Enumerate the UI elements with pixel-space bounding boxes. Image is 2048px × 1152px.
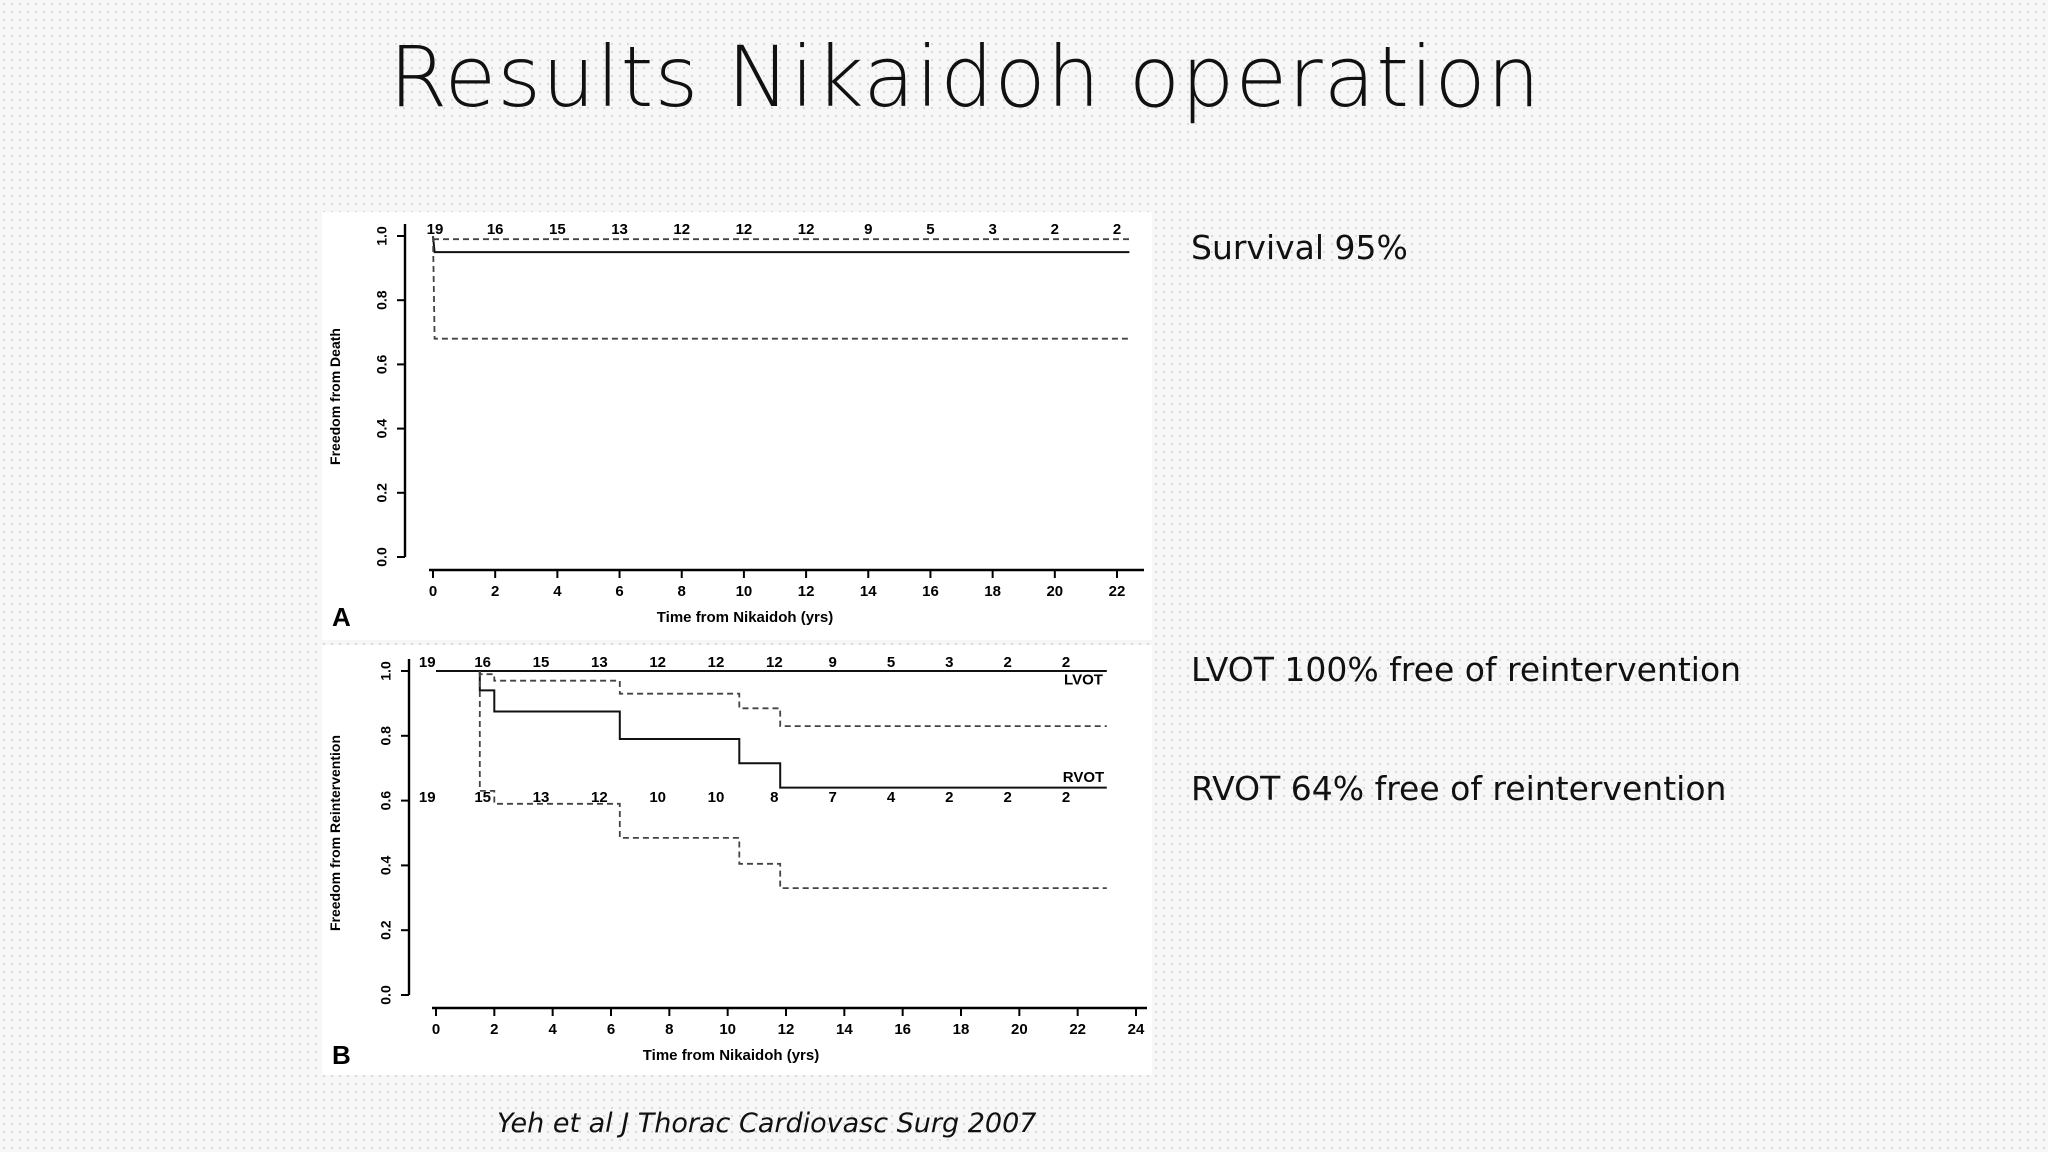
chart-a-at-risk-count: 2 <box>1051 221 1059 238</box>
chart-b-y-tick-label: 0.0 <box>378 985 394 1005</box>
chart-b-rvot-at-risk-count: 10 <box>708 789 725 806</box>
chart-a-y-tick-label: 0.6 <box>374 354 390 374</box>
chart-a-x-tick-label: 2 <box>491 583 499 600</box>
lvot-annotation: LVOT 100% free of reintervention <box>1191 650 1742 689</box>
chart-b-y-tick-label: 0.6 <box>378 791 394 811</box>
chart-a-at-risk-count: 15 <box>549 221 566 238</box>
reintervention-chart-panel: 0.0 0.2 0.4 0.6 0.8 1.0 0 2 4 6 8 10 12 14 16 18 20 22 24 T… <box>322 645 1152 1075</box>
chart-b-x-tick-label: 10 <box>719 1021 736 1038</box>
survival-annotation: Survival 95% <box>1191 228 1408 267</box>
chart-b-lvot-at-risk-count: 12 <box>708 654 725 671</box>
chart-a-y-tick-label: 1.0 <box>374 226 390 246</box>
chart-a-y-tick-label: 0.2 <box>374 483 390 503</box>
chart-b-x-tick-label: 24 <box>1128 1021 1145 1038</box>
chart-a-x-tick-label: 18 <box>984 583 1001 600</box>
chart-a-x-tick-label: 14 <box>860 583 877 600</box>
chart-b-lvot-at-risk-count: 12 <box>649 654 666 671</box>
chart-a-x-tick-label: 20 <box>1046 583 1063 600</box>
chart-b-y-tick-label: 0.8 <box>378 726 394 746</box>
chart-a-y-axis-label: Freedom from Death <box>327 328 343 465</box>
chart-b-y-tick-label: 1.0 <box>378 661 394 681</box>
chart-b-lvot-at-risk-count: 16 <box>474 654 491 671</box>
chart-a-panel-label: A <box>332 602 351 632</box>
chart-a-x-tick-label: 12 <box>798 583 815 600</box>
chart-b-x-tick-label: 2 <box>490 1021 498 1038</box>
chart-b-curve-label-lvot: LVOT <box>1064 672 1103 689</box>
chart-b-rvot-at-risk-count: 13 <box>533 789 550 806</box>
chart-a-x-tick-label: 4 <box>553 583 562 600</box>
chart-b-x-tick-label: 20 <box>1011 1021 1028 1038</box>
chart-a-x-axis-label: Time from Nikaidoh (yrs) <box>657 609 833 626</box>
chart-b-curve-label-rvot: RVOT <box>1063 769 1104 786</box>
chart-b-lvot-at-risk-count: 9 <box>828 654 836 671</box>
chart-b-x-tick-label: 4 <box>548 1021 557 1038</box>
chart-b-lvot-at-risk-count: 15 <box>533 654 550 671</box>
chart-a-at-risk-count: 12 <box>673 221 690 238</box>
rvot-annotation: RVOT 64% free of reintervention <box>1191 769 1727 808</box>
chart-b-lvot-at-risk-count: 2 <box>1003 654 1011 671</box>
chart-b-series-dashed-2 <box>478 671 1107 727</box>
chart-b-lvot-at-risk-count: 3 <box>945 654 953 671</box>
chart-b-panel-label: B <box>332 1040 351 1070</box>
chart-b-x-tick-label: 18 <box>953 1021 970 1038</box>
chart-b-lvot-at-risk-count: 5 <box>887 654 895 671</box>
chart-b-y-tick-label: 0.4 <box>378 855 394 875</box>
survival-chart: 0.00.20.40.60.81.00 2 4 6 8 10 12 14 16 18 20 22Tim… <box>327 221 1144 632</box>
chart-b-x-tick-label: 14 <box>836 1021 853 1038</box>
chart-b-x-tick-label: 22 <box>1069 1021 1086 1038</box>
chart-b-rvot-at-risk-count: 10 <box>649 789 666 806</box>
chart-b-rvot-at-risk-count: 12 <box>591 789 608 806</box>
chart-a-x-tick-label: 6 <box>615 583 623 600</box>
chart-b-x-axis-label: Time from Nikaidoh (yrs) <box>643 1047 819 1064</box>
chart-b-rvot-at-risk-count: 2 <box>1062 789 1070 806</box>
chart-a-y-tick-label: 0.0 <box>374 547 390 567</box>
chart-a-y-tick-label: 0.8 <box>374 290 390 310</box>
citation: Yeh et al J Thorac Cardiovasc Surg 2007 <box>497 1108 1037 1139</box>
chart-b-series-dashed-3 <box>478 671 1107 890</box>
chart-b-rvot-at-risk-count: 2 <box>945 789 953 806</box>
chart-a-x-tick-label: 10 <box>736 583 753 600</box>
survival-chart-panel: 0.0 0.2 0.4 0.6 0.8 1.0 0 2 4 6 8 10 12 14 16 18 20 22 Tim… <box>322 212 1152 640</box>
reintervention-chart: 0.00.20.40.60.81.00 2 4 6 8 10 12 14 16 18 20 22 24T… <box>327 654 1147 1070</box>
chart-b-x-tick-label: 8 <box>665 1021 673 1038</box>
chart-a-at-risk-count: 16 <box>487 221 504 238</box>
chart-b-rvot-at-risk-count: 4 <box>887 789 896 806</box>
chart-a-x-tick-label: 22 <box>1109 583 1126 600</box>
chart-a-at-risk-count: 3 <box>988 221 996 238</box>
chart-a-at-risk-count: 5 <box>926 221 934 238</box>
chart-b-rvot-at-risk-count: 19 <box>419 789 436 806</box>
chart-b-x-tick-label: 16 <box>894 1021 911 1038</box>
chart-a-series-dashed-2 <box>432 235 1130 340</box>
chart-b-rvot-at-risk-count: 7 <box>828 789 836 806</box>
slide-title: Results Nikaidoh operation <box>388 28 1542 126</box>
chart-b-y-axis-label: Freedom from Reintervention <box>327 735 343 931</box>
chart-a-at-risk-count: 9 <box>864 221 872 238</box>
chart-b-lvot-at-risk-count: 12 <box>766 654 783 671</box>
chart-a-y-tick-label: 0.4 <box>374 419 390 439</box>
chart-b-rvot-at-risk-count: 8 <box>770 789 778 806</box>
chart-b-lvot-at-risk-count: 19 <box>419 654 436 671</box>
chart-b-series-rvot <box>436 670 1107 789</box>
chart-b-lvot-at-risk-count: 2 <box>1062 654 1070 671</box>
chart-a-at-risk-count: 2 <box>1113 221 1121 238</box>
chart-b-y-tick-label: 0.2 <box>378 920 394 940</box>
chart-a-at-risk-count: 12 <box>736 221 753 238</box>
chart-a-x-tick-label: 0 <box>429 583 437 600</box>
chart-b-x-tick-label: 0 <box>432 1021 440 1038</box>
chart-a-at-risk-count: 13 <box>611 221 628 238</box>
chart-a-x-tick-label: 8 <box>678 583 686 600</box>
chart-a-at-risk-count: 19 <box>427 221 444 238</box>
chart-a-at-risk-count: 12 <box>798 221 815 238</box>
chart-a-x-tick-label: 16 <box>922 583 939 600</box>
chart-b-rvot-at-risk-count: 15 <box>474 789 491 806</box>
chart-b-rvot-at-risk-count: 2 <box>1003 789 1011 806</box>
chart-b-x-tick-label: 12 <box>778 1021 795 1038</box>
chart-b-lvot-at-risk-count: 13 <box>591 654 608 671</box>
chart-b-x-tick-label: 6 <box>607 1021 615 1038</box>
